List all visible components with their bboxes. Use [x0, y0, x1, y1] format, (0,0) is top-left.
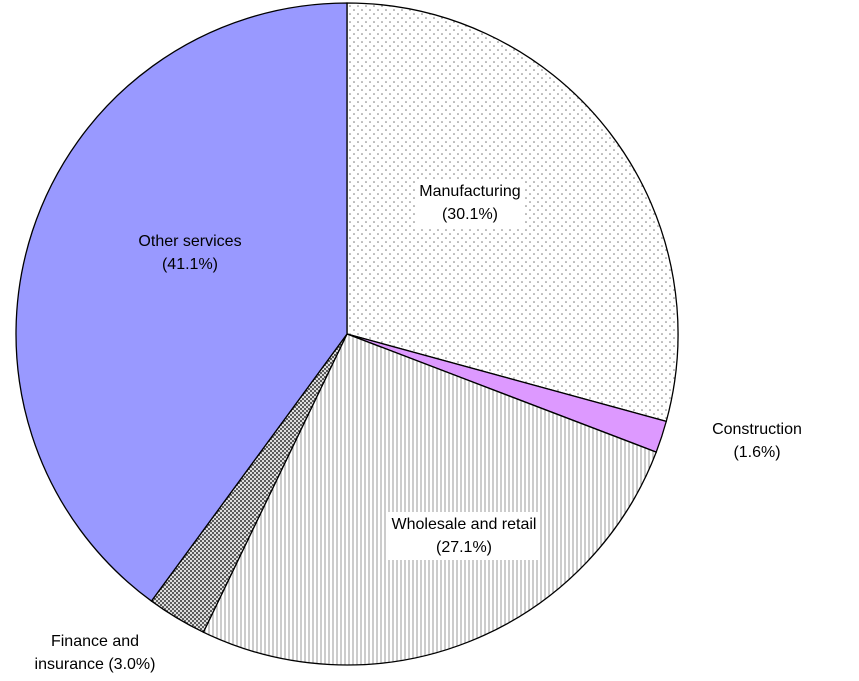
value-label: (41.1%): [161, 256, 219, 273]
category-label: Finance and insurance: [34, 633, 140, 673]
category-label: Other services: [138, 233, 242, 250]
category-label: Wholesale and retail: [391, 516, 537, 533]
category-label: Manufacturing: [419, 183, 521, 200]
value-label: (1.6%): [733, 444, 781, 461]
value-label: (30.1%): [441, 206, 499, 223]
slice-label: Finance and insurance (3.0%): [30, 630, 160, 676]
value-label: (27.1%): [435, 539, 493, 556]
value-label: (3.0%): [108, 656, 156, 673]
pie-slice: [202, 333, 658, 666]
slice-label: Manufacturing (30.1%): [416, 179, 524, 227]
slice-label: Construction (1.6%): [706, 418, 808, 464]
slice-label: Wholesale and retail (27.1%): [388, 512, 540, 560]
pie-slice: [15, 2, 348, 602]
category-label: Construction: [712, 421, 802, 438]
slice-label: Other services (41.1%): [138, 230, 241, 276]
